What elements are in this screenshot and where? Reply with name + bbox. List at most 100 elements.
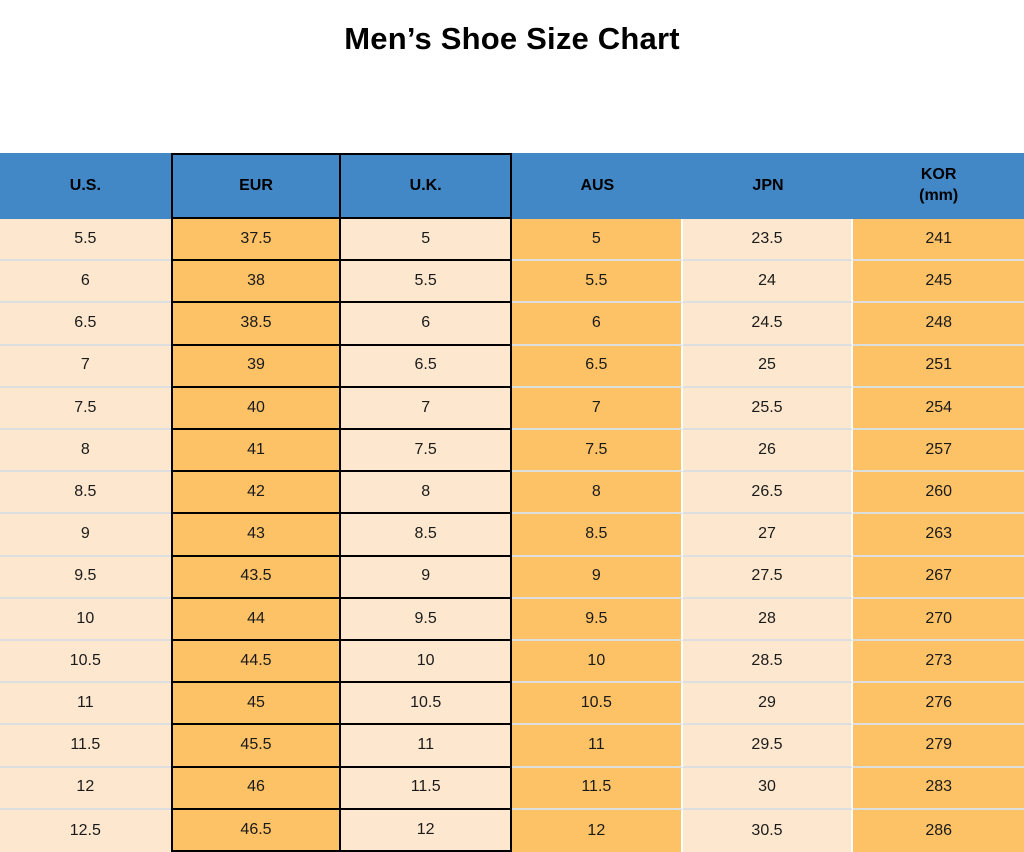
table-cell-eur: 46 [170,767,342,810]
table-cell-jpn: 26.5 [682,472,854,515]
table-cell-aus: 11 [512,725,683,768]
table-cell-uk: 9 [341,556,512,599]
table-cell-aus: 7 [512,387,683,430]
header-cell-jpn: JPN [682,153,854,219]
table-cell-aus: 9.5 [512,598,683,641]
table-cell-kor: 245 [853,261,1024,304]
table-cell-aus: 5.5 [512,261,683,304]
table-cell-us: 8.5 [0,472,171,515]
table-cell-us: 11 [0,683,171,726]
table-cell-us: 10 [0,598,171,641]
table-cell-eur: 43.5 [170,556,342,599]
table-cell-us: 12.5 [0,809,171,852]
table-cell-uk: 9.5 [341,598,512,641]
table-cell-uk: 5.5 [341,261,512,304]
table-cell-uk: 6 [341,303,512,346]
table-cell-jpn: 27.5 [682,556,854,599]
table-cell-eur: 41 [170,430,342,473]
table-cell-jpn: 26 [682,430,854,473]
table-cell-us: 5.5 [0,219,171,262]
table-cell-us: 11.5 [0,725,171,768]
table-cell-kor: 267 [853,556,1024,599]
table-cell-eur: 46.5 [170,809,342,852]
table-cell-aus: 10 [512,641,683,684]
header-cell-aus: AUS [512,153,683,219]
table-cell-kor: 276 [853,683,1024,726]
table-cell-uk: 5 [341,219,512,262]
header-label-line: (mm) [919,187,959,204]
table-cell-uk: 12 [341,809,512,852]
table-cell-aus: 9 [512,556,683,599]
table-cell-eur: 38.5 [170,303,342,346]
table-cell-jpn: 29.5 [682,725,854,768]
table-cell-kor: 263 [853,514,1024,557]
shoe-size-table: U.S. EUR U.K. AUS JPN KOR (mm) 5.5 37.5 5 5 23.5 241… [0,153,1024,852]
table-cell-eur: 38 [170,261,342,304]
table-cell-jpn: 30.5 [682,809,854,852]
table-cell-aus: 6.5 [512,345,683,388]
table-cell-us: 9.5 [0,556,171,599]
table-cell-aus: 10.5 [512,683,683,726]
table-cell-aus: 11.5 [512,767,683,810]
table-cell-jpn: 28 [682,598,854,641]
table-cell-us: 8 [0,430,171,473]
table-cell-uk: 7 [341,387,512,430]
table-cell-jpn: 27 [682,514,854,557]
header-cell-eur: EUR [170,153,342,219]
table-cell-eur: 43 [170,514,342,557]
table-cell-uk: 8 [341,472,512,515]
table-cell-us: 9 [0,514,171,557]
table-cell-aus: 6 [512,303,683,346]
table-cell-jpn: 29 [682,683,854,726]
table-cell-kor: 273 [853,641,1024,684]
table-cell-jpn: 24 [682,261,854,304]
table-cell-us: 10.5 [0,641,171,684]
table-cell-eur: 37.5 [170,219,342,262]
table-cell-jpn: 30 [682,767,854,810]
table-cell-uk: 10 [341,641,512,684]
table-cell-kor: 251 [853,345,1024,388]
header-cell-us: U.S. [0,153,171,219]
table-cell-kor: 286 [853,809,1024,852]
table-cell-eur: 42 [170,472,342,515]
table-cell-eur: 45 [170,683,342,726]
table-cell-kor: 260 [853,472,1024,515]
table-cell-us: 12 [0,767,171,810]
header-cell-kor: KOR (mm) [853,153,1024,219]
table-cell-kor: 283 [853,767,1024,810]
table-cell-us: 7.5 [0,387,171,430]
header-label-line: KOR [920,166,957,184]
table-cell-kor: 241 [853,219,1024,262]
table-cell-jpn: 25 [682,345,854,388]
table-cell-kor: 270 [853,598,1024,641]
table-cell-eur: 44 [170,598,342,641]
table-cell-eur: 40 [170,387,342,430]
table-cell-kor: 248 [853,303,1024,346]
table-cell-kor: 279 [853,725,1024,768]
table-cell-aus: 5 [512,219,683,262]
table-cell-eur: 39 [170,345,342,388]
table-cell-uk: 7.5 [341,430,512,473]
table-cell-jpn: 24.5 [682,303,854,346]
header-cell-uk: U.K. [341,153,512,219]
table-cell-eur: 45.5 [170,725,342,768]
table-cell-us: 7 [0,345,171,388]
table-cell-uk: 11.5 [341,767,512,810]
table-cell-uk: 11 [341,725,512,768]
table-cell-uk: 10.5 [341,683,512,726]
table-cell-jpn: 28.5 [682,641,854,684]
table-cell-jpn: 23.5 [682,219,854,262]
table-cell-eur: 44.5 [170,641,342,684]
table-cell-us: 6.5 [0,303,171,346]
table-cell-uk: 8.5 [341,514,512,557]
table-cell-aus: 12 [512,809,683,852]
table-cell-kor: 254 [853,387,1024,430]
table-cell-uk: 6.5 [341,345,512,388]
table-cell-us: 6 [0,261,171,304]
table-cell-aus: 8 [512,472,683,515]
table-cell-aus: 8.5 [512,514,683,557]
table-cell-jpn: 25.5 [682,387,854,430]
table-cell-aus: 7.5 [512,430,683,473]
page-title: Men’s Shoe Size Chart [344,21,680,56]
table-cell-kor: 257 [853,430,1024,473]
